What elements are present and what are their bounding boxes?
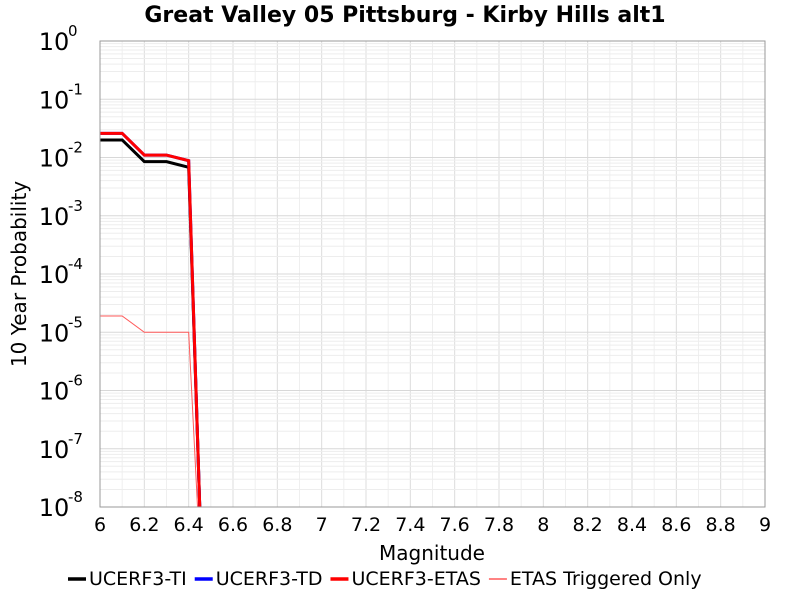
x-tick-label: 7 bbox=[316, 514, 328, 536]
y-tick-label: 10-7 bbox=[39, 430, 83, 464]
x-tick-label: 7.4 bbox=[395, 514, 425, 536]
legend-label: ETAS Triggered Only bbox=[510, 568, 702, 590]
chart-title: Great Valley 05 Pittsburg - Kirby Hills … bbox=[144, 3, 665, 28]
x-tick-label: 7.2 bbox=[351, 514, 381, 536]
y-tick-exponent: -7 bbox=[68, 430, 83, 448]
x-tick-label: 8.2 bbox=[573, 514, 603, 536]
x-tick-label: 6.4 bbox=[174, 514, 204, 536]
y-tick-exponent: -2 bbox=[68, 139, 83, 157]
x-tick-label: 6 bbox=[94, 514, 106, 536]
y-tick-base: 10 bbox=[39, 203, 70, 231]
x-tick-label: 6.8 bbox=[262, 514, 292, 536]
y-tick-label: 10-5 bbox=[39, 313, 83, 347]
y-tick-exponent: -4 bbox=[68, 255, 83, 273]
y-tick-exponent: -8 bbox=[68, 488, 83, 506]
y-tick-label: 10-4 bbox=[39, 255, 83, 289]
legend-label: UCERF3-TI bbox=[89, 568, 187, 590]
y-tick-label: 10-1 bbox=[39, 80, 83, 114]
y-tick-label: 10-6 bbox=[39, 372, 83, 406]
legend-label: UCERF3-ETAS bbox=[351, 568, 480, 590]
x-tick-label: 8 bbox=[537, 514, 549, 536]
y-tick-label: 10-8 bbox=[39, 488, 83, 522]
x-tick-label: 8.8 bbox=[706, 514, 736, 536]
plot-border bbox=[99, 40, 766, 508]
legend: UCERF3-TI UCERF3-TD UCERF3-ETAS ETAS Trigge… bbox=[68, 568, 702, 590]
series-group bbox=[100, 131, 202, 508]
x-tick-label: 6.2 bbox=[129, 514, 159, 536]
x-axis-ticks: 6 6.2 6.4 6.6 6.8 7 7.2 7.4 7.6 7.8 8 8.2 8.4 8.6 8.8 9 bbox=[94, 514, 771, 536]
y-tick-exponent: -3 bbox=[68, 197, 83, 215]
y-tick-exponent: -1 bbox=[68, 80, 83, 98]
y-tick-base: 10 bbox=[39, 436, 70, 464]
y-tick-exponent: -5 bbox=[68, 313, 83, 331]
y-tick-base: 10 bbox=[39, 86, 70, 114]
y-tick-base: 10 bbox=[39, 494, 70, 522]
y-tick-label: 100 bbox=[39, 22, 78, 56]
series-line-etas-triggered-only bbox=[100, 315, 199, 508]
grid bbox=[99, 41, 766, 508]
x-tick-label: 9 bbox=[759, 514, 771, 536]
y-tick-base: 10 bbox=[39, 319, 70, 347]
legend-item: UCERF3-TI bbox=[68, 568, 187, 590]
series-line-ucerf3-etas bbox=[100, 131, 202, 508]
legend-item: UCERF3-TD bbox=[194, 568, 323, 590]
y-tick-base: 10 bbox=[39, 145, 70, 173]
y-axis-label: 10 Year Probability bbox=[7, 181, 31, 367]
y-tick-base: 10 bbox=[39, 28, 70, 56]
x-tick-label: 7.6 bbox=[440, 514, 470, 536]
y-tick-exponent: -6 bbox=[68, 372, 83, 390]
y-tick-base: 10 bbox=[39, 378, 70, 406]
x-axis-label: Magnitude bbox=[379, 541, 485, 565]
x-tick-label: 8.4 bbox=[617, 514, 647, 536]
x-tick-label: 7.8 bbox=[484, 514, 514, 536]
y-tick-label: 10-2 bbox=[39, 139, 83, 173]
x-tick-label: 8.6 bbox=[661, 514, 691, 536]
y-tick-label: 10-3 bbox=[39, 197, 83, 231]
x-tick-label: 6.6 bbox=[218, 514, 248, 536]
legend-label: UCERF3-TD bbox=[216, 568, 323, 590]
legend-item: UCERF3-ETAS bbox=[330, 568, 481, 590]
y-tick-base: 10 bbox=[39, 261, 70, 289]
legend-item: ETAS Triggered Only bbox=[488, 568, 702, 590]
y-tick-exponent: 0 bbox=[68, 22, 78, 40]
